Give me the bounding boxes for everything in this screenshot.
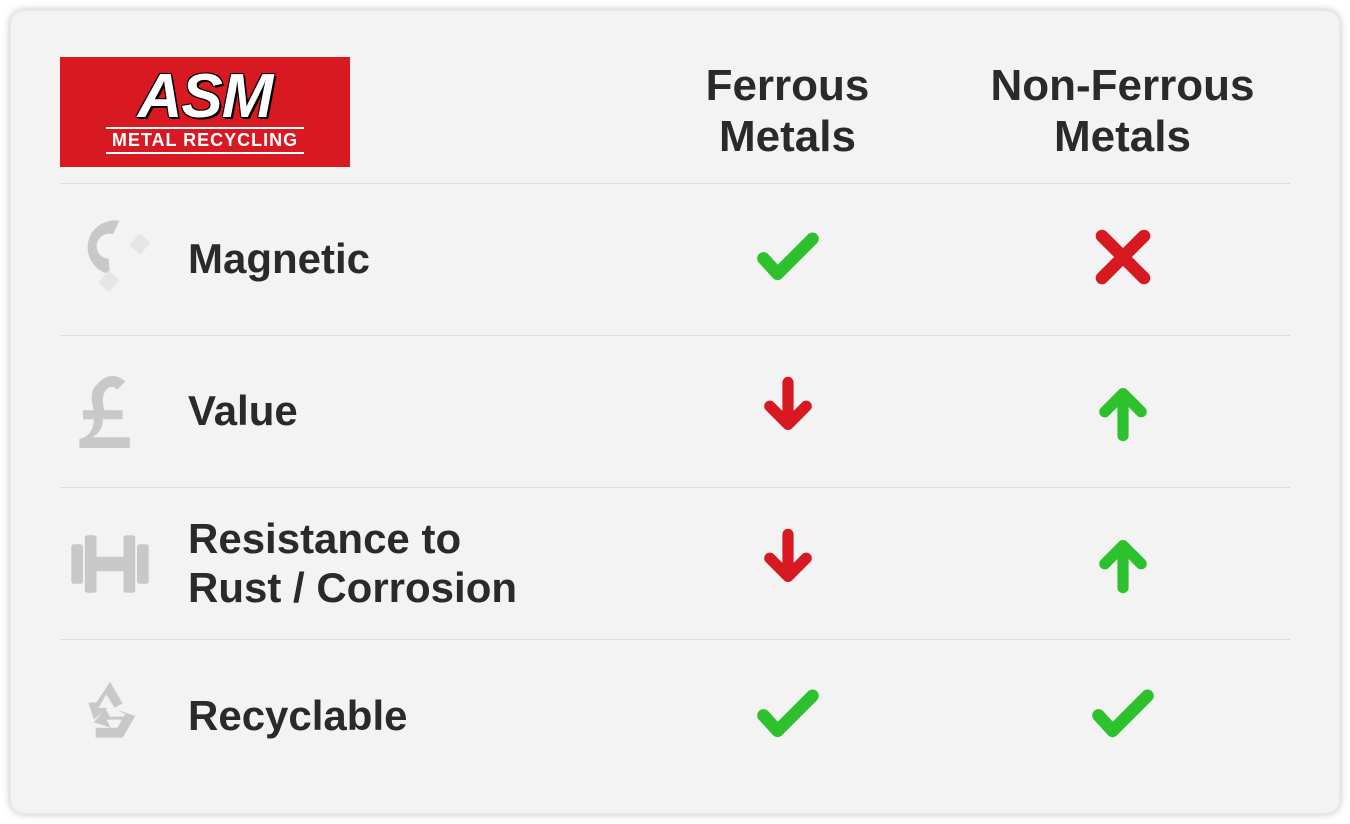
dumbbell-icon	[60, 514, 160, 614]
asm-logo: ASM METAL RECYCLING	[60, 57, 350, 167]
table-row: Magnetic	[60, 184, 1290, 336]
row-label: Resistance toRust / Corrosion	[188, 515, 517, 612]
cell-3-1	[955, 679, 1290, 754]
column-header-1-label: Non-FerrousMetals	[991, 61, 1255, 162]
check-icon	[1088, 679, 1158, 754]
up-icon	[1088, 374, 1158, 449]
table-row: Recyclable	[60, 640, 1290, 792]
cell-0-1	[955, 222, 1290, 297]
cell-0-0	[620, 222, 955, 297]
column-header-0-label: FerrousMetals	[706, 61, 870, 162]
up-icon	[1088, 526, 1158, 601]
table-row: Resistance toRust / Corrosion	[60, 488, 1290, 640]
rows-container: Magnetic Value Resistance toRust / Corro…	[60, 184, 1290, 792]
cell-2-1	[955, 526, 1290, 601]
row-label-cell: Magnetic	[60, 210, 620, 310]
column-header-1: Non-FerrousMetals	[955, 61, 1290, 162]
pound-icon	[60, 362, 160, 462]
row-label: Value	[188, 387, 298, 435]
check-icon	[753, 679, 823, 754]
logo-sub-text: METAL RECYCLING	[106, 127, 304, 154]
header-row: ASM METAL RECYCLING FerrousMetals Non-Fe…	[60, 40, 1290, 184]
cell-3-0	[620, 679, 955, 754]
row-label-cell: Resistance toRust / Corrosion	[60, 514, 620, 614]
logo-cell: ASM METAL RECYCLING	[60, 57, 620, 167]
cell-2-0	[620, 526, 955, 601]
logo-main-text: ASM	[138, 69, 273, 125]
cell-1-1	[955, 374, 1290, 449]
row-label-cell: Value	[60, 362, 620, 462]
cross-icon	[1088, 222, 1158, 297]
table-row: Value	[60, 336, 1290, 488]
recycle-icon	[60, 666, 160, 766]
comparison-card: ASM METAL RECYCLING FerrousMetals Non-Fe…	[10, 10, 1340, 814]
magnet-icon	[60, 210, 160, 310]
cell-1-0	[620, 374, 955, 449]
check-icon	[753, 222, 823, 297]
row-label: Magnetic	[188, 235, 370, 283]
down-icon	[753, 526, 823, 601]
column-header-0: FerrousMetals	[620, 61, 955, 162]
down-icon	[753, 374, 823, 449]
row-label-cell: Recyclable	[60, 666, 620, 766]
row-label: Recyclable	[188, 692, 407, 740]
